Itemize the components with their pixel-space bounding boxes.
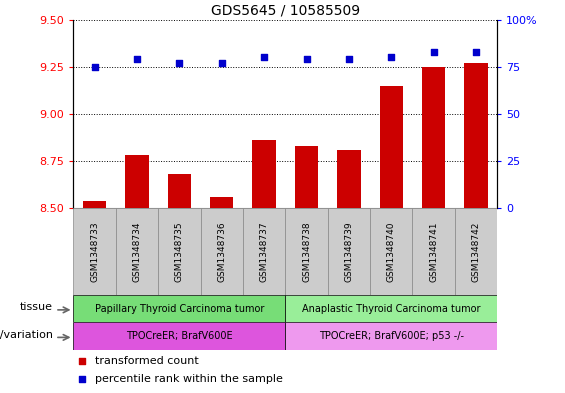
Point	[386, 54, 396, 61]
Bar	[370, 208, 412, 295]
Point	[259, 54, 269, 61]
Bar	[158, 208, 201, 295]
Point	[175, 60, 184, 66]
Bar	[253, 140, 276, 208]
Text: GSM1348742: GSM1348742	[472, 221, 480, 282]
Bar	[116, 208, 158, 295]
Point	[90, 64, 99, 70]
Point	[344, 56, 354, 62]
Point	[77, 358, 86, 364]
Text: GSM1348737: GSM1348737	[260, 221, 268, 282]
Bar	[73, 295, 285, 322]
Bar	[455, 208, 497, 295]
Point	[77, 376, 86, 382]
Text: GSM1348741: GSM1348741	[429, 221, 438, 282]
Bar	[337, 150, 360, 208]
Text: GSM1348738: GSM1348738	[302, 221, 311, 282]
Bar	[380, 86, 403, 208]
Bar	[125, 156, 149, 208]
Bar	[295, 146, 318, 208]
Point	[429, 49, 438, 55]
Text: GSM1348735: GSM1348735	[175, 221, 184, 282]
Text: TPOCreER; BrafV600E; p53 -/-: TPOCreER; BrafV600E; p53 -/-	[319, 331, 464, 341]
Bar	[73, 322, 285, 350]
Text: TPOCreER; BrafV600E: TPOCreER; BrafV600E	[126, 331, 233, 341]
Text: tissue: tissue	[20, 302, 53, 312]
Bar	[168, 174, 191, 208]
Point	[217, 60, 226, 66]
Bar	[328, 208, 370, 295]
Bar	[83, 201, 106, 208]
Text: Papillary Thyroid Carcinoma tumor: Papillary Thyroid Carcinoma tumor	[95, 303, 264, 314]
Point	[471, 49, 480, 55]
Bar	[285, 208, 328, 295]
Bar	[285, 295, 497, 322]
Bar	[201, 208, 243, 295]
Text: genotype/variation: genotype/variation	[0, 330, 53, 340]
Bar	[210, 197, 233, 208]
Text: GSM1348740: GSM1348740	[387, 221, 396, 282]
Text: GSM1348734: GSM1348734	[133, 221, 141, 282]
Bar	[285, 322, 497, 350]
Point	[132, 56, 141, 62]
Bar	[464, 63, 488, 208]
Point	[302, 56, 311, 62]
Title: GDS5645 / 10585509: GDS5645 / 10585509	[211, 3, 360, 17]
Text: Anaplastic Thyroid Carcinoma tumor: Anaplastic Thyroid Carcinoma tumor	[302, 303, 480, 314]
Text: percentile rank within the sample: percentile rank within the sample	[95, 374, 282, 384]
Text: GSM1348736: GSM1348736	[218, 221, 226, 282]
Bar	[243, 208, 285, 295]
Bar	[412, 208, 455, 295]
Text: GSM1348739: GSM1348739	[345, 221, 353, 282]
Bar	[422, 67, 445, 208]
Text: transformed count: transformed count	[95, 356, 198, 366]
Text: GSM1348733: GSM1348733	[90, 221, 99, 282]
Bar	[73, 208, 116, 295]
